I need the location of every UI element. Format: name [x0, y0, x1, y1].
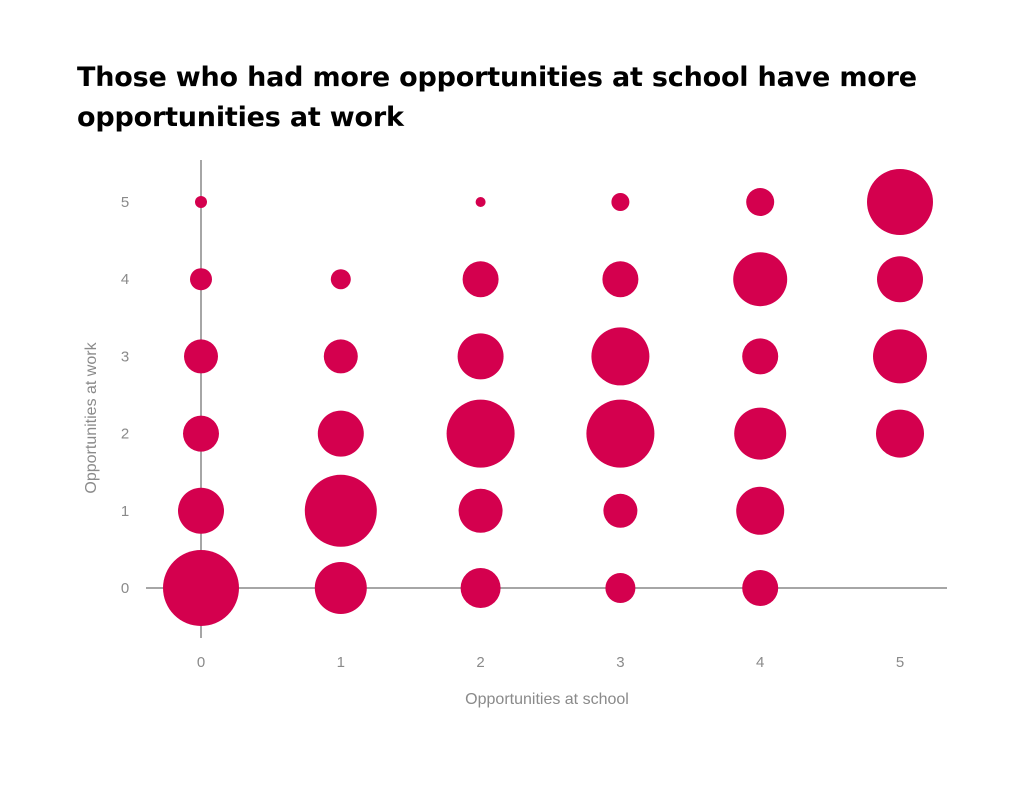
bubble-point-4-4 [733, 252, 788, 307]
bubble-point-5-4 [877, 256, 923, 303]
x-tick-label: 4 [756, 654, 764, 671]
bubble-point-0-1 [178, 487, 224, 534]
x-tick-label: 5 [896, 654, 904, 671]
bubble-point-5-2 [876, 409, 924, 458]
y-tick-labels: 0 1 2 3 4 5 [121, 194, 129, 597]
bubble-point-3-1 [603, 493, 638, 528]
bubble-point-2-2 [446, 399, 515, 468]
bubble-point-0-5 [195, 196, 207, 208]
bubble-point-0-3 [184, 339, 218, 374]
y-tick-label: 4 [121, 271, 129, 288]
y-tick-label: 3 [121, 348, 129, 365]
x-tick-label: 1 [337, 654, 345, 671]
y-tick-label: 1 [121, 503, 129, 520]
bubble-point-2-5 [475, 197, 486, 207]
bubble-point-0-0 [163, 550, 239, 626]
bubble-point-4-3 [742, 338, 779, 375]
bubble-point-3-0 [605, 573, 636, 603]
bubble-point-2-4 [462, 261, 499, 298]
y-tick-label: 0 [121, 580, 129, 597]
y-tick-label: 5 [121, 194, 129, 211]
bubble-point-4-0 [742, 570, 779, 606]
bubble-point-0-2 [183, 415, 219, 452]
bubble-point-5-3 [873, 329, 927, 384]
x-tick-label: 3 [616, 654, 624, 671]
x-tick-label: 2 [476, 654, 484, 671]
y-tick-label: 2 [121, 426, 129, 443]
chart-title: Those who had more opportunities at scho… [77, 62, 917, 133]
x-axis-title: Opportunities at school [465, 691, 629, 708]
bubble-point-1-2 [317, 410, 364, 457]
y-axis-title: Opportunities at work [83, 341, 100, 493]
bubble-point-2-0 [460, 568, 501, 608]
bubble-point-1-4 [330, 269, 351, 290]
bubble-point-4-2 [734, 407, 787, 460]
x-tick-label: 0 [197, 654, 205, 671]
bubble-point-3-4 [602, 261, 639, 298]
bubble-point-2-3 [457, 333, 504, 380]
bubble-point-5-5 [867, 169, 933, 235]
bubble-point-3-3 [591, 327, 650, 386]
x-tick-labels: 0 1 2 3 4 5 [197, 654, 904, 671]
bubble-point-4-5 [746, 188, 775, 216]
bubbles-group [163, 169, 933, 626]
bubble-point-3-2 [586, 399, 655, 468]
bubble-point-0-4 [190, 268, 212, 291]
bubble-point-3-5 [611, 193, 630, 211]
bubble-point-1-3 [323, 339, 358, 374]
bubble-point-4-1 [736, 486, 785, 535]
bubble-point-1-1 [304, 474, 377, 547]
bubble-point-1-0 [314, 562, 367, 614]
bubble-point-2-1 [458, 488, 503, 533]
